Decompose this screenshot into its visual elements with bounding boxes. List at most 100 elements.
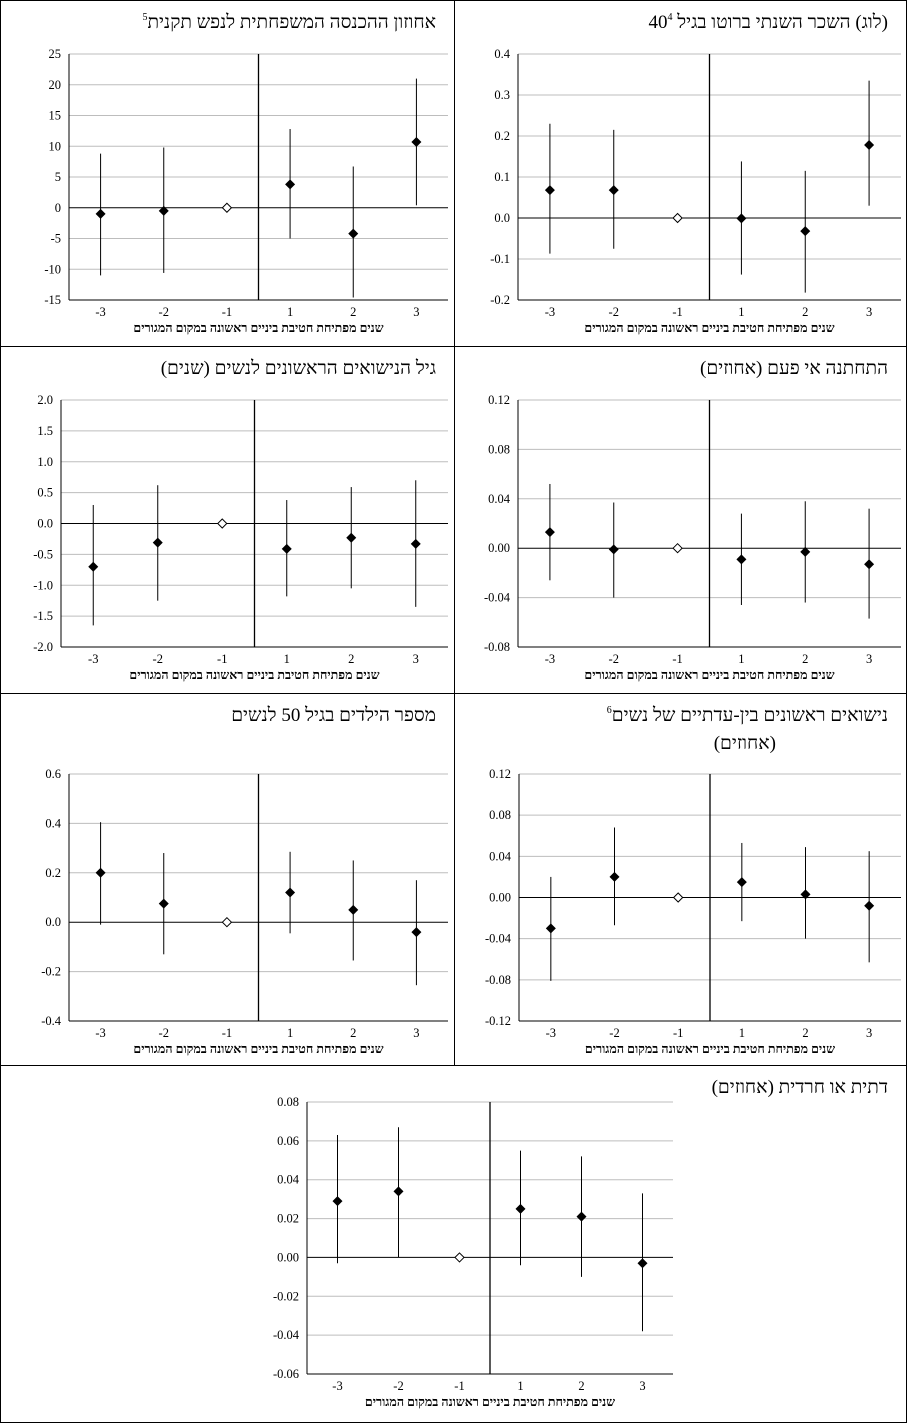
y-tick-label: 0.2 <box>45 866 61 880</box>
footnote-marker: 5 <box>142 12 147 23</box>
data-point <box>637 1258 648 1269</box>
data-point <box>736 877 747 888</box>
reference-point <box>672 212 683 224</box>
data-point <box>158 898 169 909</box>
y-tick-label: -0.12 <box>485 1014 511 1028</box>
y-tick-label: 0.0 <box>45 915 61 929</box>
x-tick-label: -2 <box>159 305 169 319</box>
x-tick-label: 1 <box>738 305 744 319</box>
chart-title: גיל הנישואים הראשונים לנשים (שנים) <box>161 358 436 379</box>
data-point <box>544 185 555 196</box>
y-tick-label: -0.08 <box>485 973 511 987</box>
x-tick-label: 2 <box>348 652 354 666</box>
x-axis-caption: שנים מפתיחת חטיבת ביניים ראשונה במקום המ… <box>585 1042 835 1056</box>
x-axis-caption: שנים מפתיחת חטיבת ביניים ראשונה במקום המ… <box>365 1395 615 1409</box>
x-tick-label: -3 <box>95 1026 105 1040</box>
chart-title: דתית או חרדית (אחוזים) <box>712 1077 888 1098</box>
chart-svg: התחתנה אי פעם (אחוזים) -0.08 -0.04 0.00 0.04… <box>484 358 901 682</box>
y-tick-label: 0.04 <box>488 492 511 506</box>
y-tick-label: 0.06 <box>277 1134 299 1148</box>
data-point <box>152 537 163 548</box>
data-point <box>95 208 106 219</box>
data-point <box>281 543 292 554</box>
y-tick-label: 0.04 <box>489 849 512 863</box>
x-tick-label: -3 <box>95 305 105 319</box>
x-tick-label: 2 <box>350 1026 356 1040</box>
chart-panel-marriage_age: גיל הנישואים הראשונים לנשים (שנים) -2.0 -1… <box>0 346 455 694</box>
chart-title: (לוג) השכר השנתי ברוטו בגיל 404 <box>648 12 888 33</box>
data-point <box>864 900 875 911</box>
y-tick-label: 0.02 <box>277 1212 299 1226</box>
data-point <box>158 205 169 216</box>
reference-point <box>221 916 233 928</box>
x-tick-label: 2 <box>350 305 356 319</box>
x-tick-label: -1 <box>217 652 227 666</box>
y-tick-label: 0.2 <box>494 129 510 143</box>
y-tick-label: 0.08 <box>277 1095 299 1109</box>
y-tick-label: -5 <box>51 232 61 246</box>
y-tick-label: 0.3 <box>494 88 510 102</box>
x-tick-label: 3 <box>413 305 419 319</box>
y-tick-label: -0.06 <box>273 1367 299 1381</box>
x-tick-label: 3 <box>413 652 419 666</box>
x-tick-label: 3 <box>413 1026 419 1040</box>
y-tick-label: 0.6 <box>45 767 61 781</box>
y-tick-label: -0.1 <box>490 252 510 266</box>
y-tick-label: 0.08 <box>488 442 510 456</box>
y-tick-label: 2.0 <box>37 393 53 407</box>
chart-svg: דתית או חרדית (אחוזים) -0.06 -0.04 -0.02 0.0… <box>273 1077 888 1409</box>
chart-panel-income: אחוזון ההכנסה המשפחתית לנפש תקנית5 -15 -10… <box>0 0 455 347</box>
chart-title: אחוזון ההכנסה המשפחתית לנפש תקנית5 <box>142 12 436 33</box>
data-point <box>348 904 359 915</box>
x-tick-label: -1 <box>673 1026 683 1040</box>
y-tick-label: 0.04 <box>277 1173 300 1187</box>
reference-point <box>217 518 228 529</box>
data-point <box>800 889 811 900</box>
data-point <box>95 867 106 878</box>
x-tick-label: 3 <box>866 652 872 666</box>
x-tick-label: -1 <box>222 305 232 319</box>
data-point <box>864 140 875 151</box>
y-tick-label: 0.00 <box>488 541 510 555</box>
data-point <box>576 1211 587 1222</box>
y-tick-label: 0.08 <box>489 808 511 822</box>
y-tick-label: 0.12 <box>488 393 510 407</box>
data-point <box>544 527 555 538</box>
y-tick-label: -0.2 <box>41 965 61 979</box>
x-tick-label: 1 <box>287 305 293 319</box>
chart-svg: אחוזון ההכנסה המשפחתית לנפש תקנית5-15-10… <box>44 12 448 335</box>
y-tick-label: -0.4 <box>41 1014 62 1028</box>
x-tick-label: 1 <box>738 652 744 666</box>
y-tick-label: -0.04 <box>273 1328 300 1342</box>
data-point <box>608 544 619 555</box>
reference-point <box>672 542 683 554</box>
y-tick-label: -1.0 <box>33 578 53 592</box>
chart-title: נישואים ראשונים בין-עדתיים של נשים6 <box>607 705 888 726</box>
data-point <box>736 554 747 565</box>
chart-title-line2: (אחוזים) <box>714 733 776 754</box>
data-point <box>410 538 421 549</box>
x-tick-label: -3 <box>545 652 555 666</box>
x-axis-caption: שנים מפתיחת חטיבת ביניים ראשונה במקום המ… <box>133 1042 383 1056</box>
x-tick-label: 3 <box>866 305 872 319</box>
y-tick-label: -1.5 <box>33 609 53 623</box>
x-axis-caption: שנים מפתיחת חטיבת ביניים ראשונה במקום המ… <box>584 668 834 682</box>
data-point <box>411 136 422 147</box>
y-tick-label: 5 <box>55 170 61 184</box>
y-tick-label: 0.4 <box>494 47 510 61</box>
x-tick-label: -3 <box>546 1026 556 1040</box>
x-axis-caption: שנים מפתיחת חטיבת ביניים ראשונה במקום המ… <box>133 321 383 335</box>
y-tick-label: 0.4 <box>45 816 61 830</box>
data-point <box>348 228 359 239</box>
chart-panel-ever_married: התחתנה אי פעם (אחוזים) -0.08 -0.04 0.00 0.04… <box>454 346 907 694</box>
x-tick-label: -2 <box>153 652 163 666</box>
chart-svg: נישואים ראשונים בין-עדתיים של נשים6 (אחוז… <box>485 705 901 1056</box>
x-tick-label: -2 <box>393 1379 403 1393</box>
y-tick-label: 1.5 <box>37 424 53 438</box>
x-tick-label: -3 <box>332 1379 342 1393</box>
y-tick-label: -2.0 <box>33 640 53 654</box>
x-tick-label: -3 <box>88 652 98 666</box>
data-point <box>285 887 296 898</box>
x-tick-label: -1 <box>672 652 682 666</box>
